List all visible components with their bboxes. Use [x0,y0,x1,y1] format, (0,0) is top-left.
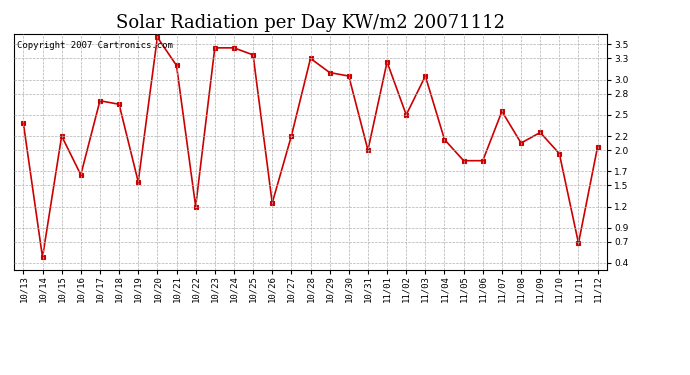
Title: Solar Radiation per Day KW/m2 20071112: Solar Radiation per Day KW/m2 20071112 [116,14,505,32]
Text: Copyright 2007 Cartronics.com: Copyright 2007 Cartronics.com [17,41,172,50]
